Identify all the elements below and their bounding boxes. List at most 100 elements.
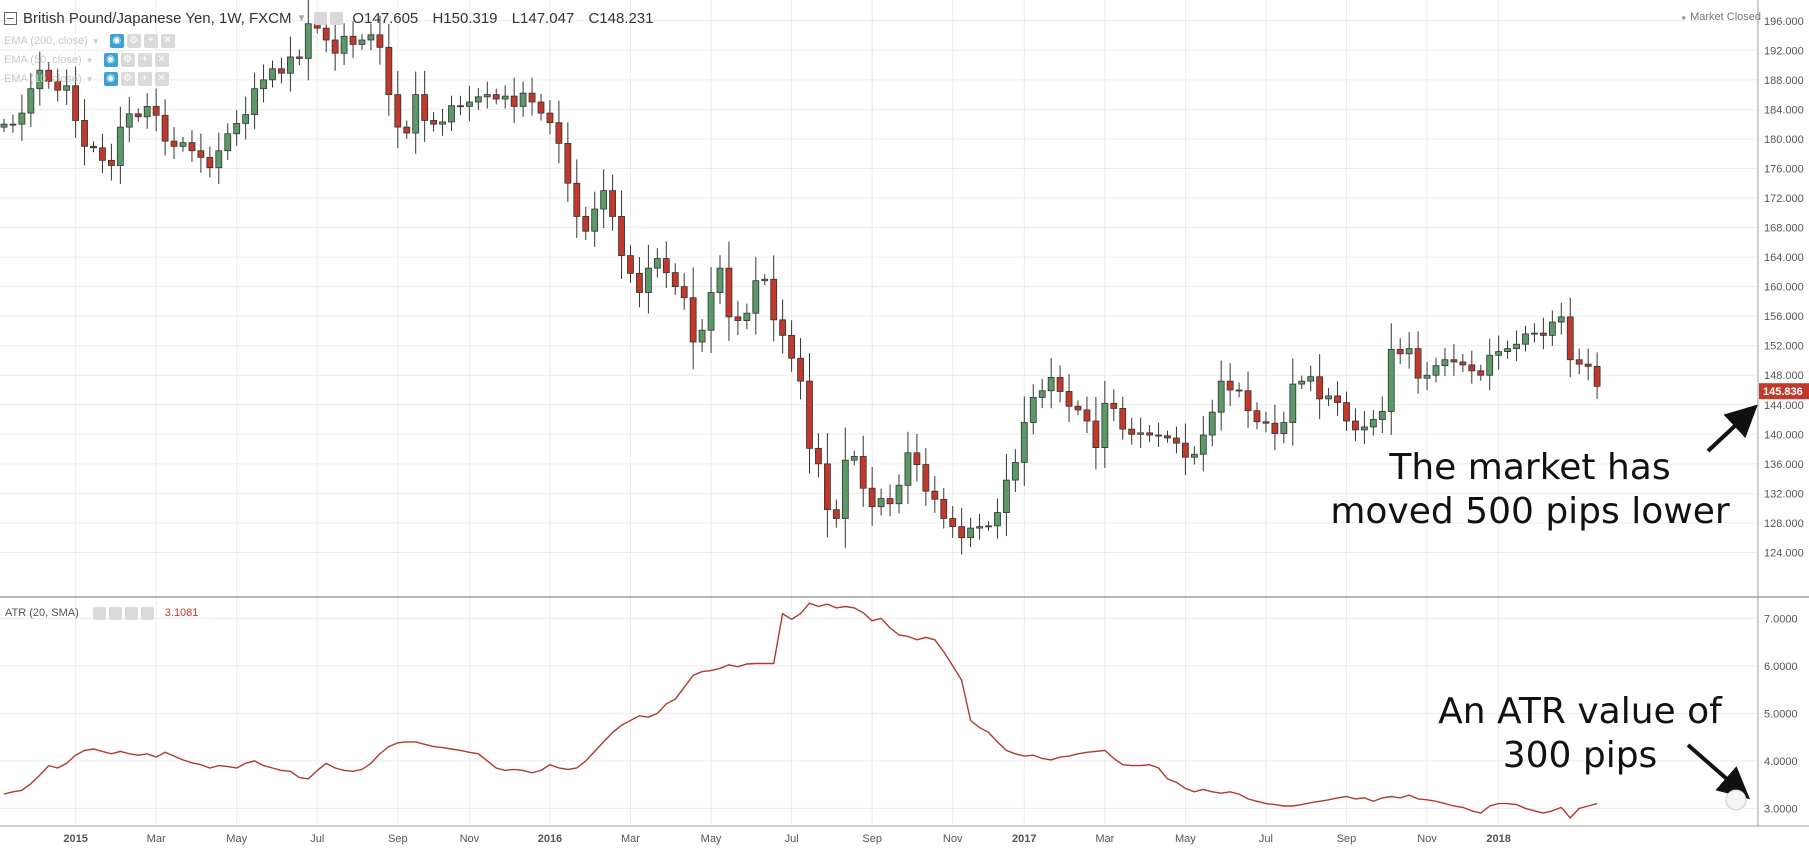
candle-body bbox=[465, 101, 473, 107]
eye-icon[interactable]: ◉ bbox=[103, 72, 118, 86]
candle-body bbox=[1226, 380, 1234, 391]
settings-icon[interactable]: ⚙ bbox=[120, 72, 135, 86]
chevron-down-icon[interactable]: ▼ bbox=[85, 55, 94, 65]
price-tick-label: 164.000 bbox=[1764, 252, 1804, 264]
candle-body bbox=[260, 79, 267, 90]
candle-body bbox=[1056, 377, 1064, 392]
settings-icon[interactable]: ⚙ bbox=[120, 53, 135, 67]
candle-body bbox=[627, 255, 634, 274]
atr-annotation: An ATR value of 300 pips bbox=[1380, 690, 1780, 778]
price-tick-label: 144.000 bbox=[1764, 400, 1804, 412]
time-tick-label: Sep bbox=[862, 833, 882, 845]
eye-icon[interactable]: ◉ bbox=[103, 53, 118, 67]
candle-body bbox=[206, 156, 214, 169]
candle-body bbox=[1316, 376, 1324, 400]
candle-body bbox=[1101, 402, 1109, 448]
indicator-ema-50[interactable]: EMA (50, close) ▼ ◉ ⚙ + ✕ bbox=[4, 51, 172, 69]
candle-body bbox=[278, 68, 285, 74]
eye-icon[interactable] bbox=[314, 11, 328, 25]
candle-body bbox=[1217, 380, 1225, 413]
candle-body bbox=[1450, 359, 1458, 363]
price-tick-label: 136.000 bbox=[1764, 459, 1804, 471]
candle-body bbox=[1369, 419, 1377, 428]
add-icon[interactable]: + bbox=[137, 72, 152, 86]
candle-body bbox=[439, 121, 446, 125]
atr-label[interactable]: ATR (20, SMA) bbox=[5, 607, 79, 619]
candle-body bbox=[815, 447, 822, 465]
candle-body bbox=[474, 96, 482, 103]
candle-body bbox=[295, 56, 303, 59]
candle-body bbox=[242, 114, 250, 124]
candle-body bbox=[224, 133, 232, 152]
candle-body bbox=[994, 512, 1001, 527]
candle-body bbox=[188, 142, 196, 152]
candle-body bbox=[707, 292, 715, 331]
annotation-arrows bbox=[1686, 404, 1758, 811]
symbol-title[interactable]: British Pound/Japanese Yen, 1W, FXCM bbox=[23, 9, 292, 27]
candle-body bbox=[385, 46, 393, 96]
indicator-label: EMA (50, close) bbox=[4, 54, 82, 66]
candle-body bbox=[1414, 348, 1422, 379]
chevron-down-icon[interactable]: ▼ bbox=[296, 12, 307, 24]
settings-icon[interactable]: ⚙ bbox=[126, 34, 141, 48]
candle-body bbox=[779, 319, 787, 336]
candle-body bbox=[788, 334, 795, 359]
price-tick-label: 192.000 bbox=[1764, 45, 1804, 57]
close-icon[interactable] bbox=[140, 606, 154, 620]
candle-body bbox=[537, 101, 545, 114]
candle-body bbox=[1361, 426, 1368, 431]
candle-body bbox=[179, 142, 187, 147]
candle-body bbox=[367, 34, 375, 41]
candle-body bbox=[1047, 377, 1055, 392]
candle-body bbox=[877, 498, 885, 508]
candle-body bbox=[1146, 432, 1153, 436]
candle-body bbox=[1289, 383, 1297, 423]
time-tick-label: 2016 bbox=[538, 833, 562, 845]
eye-icon[interactable] bbox=[92, 606, 106, 620]
candle-body bbox=[1334, 395, 1341, 403]
indicator-label: EMA (200, close) bbox=[4, 35, 88, 47]
price-tick-label: 168.000 bbox=[1764, 223, 1804, 235]
candle-body bbox=[528, 92, 536, 103]
candle-body bbox=[1110, 402, 1118, 409]
add-icon[interactable] bbox=[124, 606, 138, 620]
eye-icon[interactable]: ◉ bbox=[109, 34, 124, 48]
atr-tick-label: 5.0000 bbox=[1764, 708, 1798, 720]
close-icon[interactable]: ✕ bbox=[160, 34, 175, 48]
candle-body bbox=[564, 142, 572, 184]
time-tick-label: Sep bbox=[1337, 833, 1357, 845]
settings-icon[interactable] bbox=[108, 606, 122, 620]
candle-body bbox=[573, 182, 581, 217]
time-tick-label: Sep bbox=[388, 833, 408, 845]
candle-body bbox=[27, 88, 35, 114]
time-tick-label: Jul bbox=[785, 833, 799, 845]
price-tick-label: 132.000 bbox=[1764, 488, 1804, 500]
candle-body bbox=[824, 463, 831, 511]
candle-body bbox=[1092, 420, 1100, 448]
close-icon[interactable]: ✕ bbox=[154, 72, 169, 86]
candle-body bbox=[1432, 365, 1440, 376]
candle-body bbox=[1557, 316, 1565, 323]
price-tick-label: 176.000 bbox=[1764, 163, 1804, 175]
chevron-down-icon[interactable]: ▼ bbox=[85, 74, 94, 84]
chevron-down-icon[interactable]: ▼ bbox=[91, 36, 100, 46]
candle-body bbox=[1029, 396, 1037, 423]
indicator-ema-200[interactable]: EMA (200, close) ▼ ◉ ⚙ + ✕ bbox=[4, 32, 178, 50]
indicator-ema-10[interactable]: EMA (10, close) ▼ ◉ ⚙ + ✕ bbox=[4, 70, 172, 88]
candle-body bbox=[976, 526, 983, 529]
candle-body bbox=[1065, 391, 1073, 407]
atr-line bbox=[3, 602, 1598, 819]
candle-body bbox=[1459, 361, 1467, 366]
candle-body bbox=[1020, 422, 1028, 463]
close-icon[interactable]: ✕ bbox=[154, 53, 169, 67]
candle-body bbox=[967, 527, 974, 539]
candle-body bbox=[922, 464, 930, 492]
last-price-label: 145.836 bbox=[1763, 386, 1803, 398]
collapse-icon[interactable] bbox=[4, 11, 17, 25]
add-icon[interactable]: + bbox=[143, 34, 158, 48]
time-tick-label: May bbox=[701, 833, 722, 845]
add-icon[interactable]: + bbox=[137, 53, 152, 67]
settings-icon[interactable] bbox=[330, 11, 344, 25]
candle-body bbox=[1280, 422, 1288, 434]
